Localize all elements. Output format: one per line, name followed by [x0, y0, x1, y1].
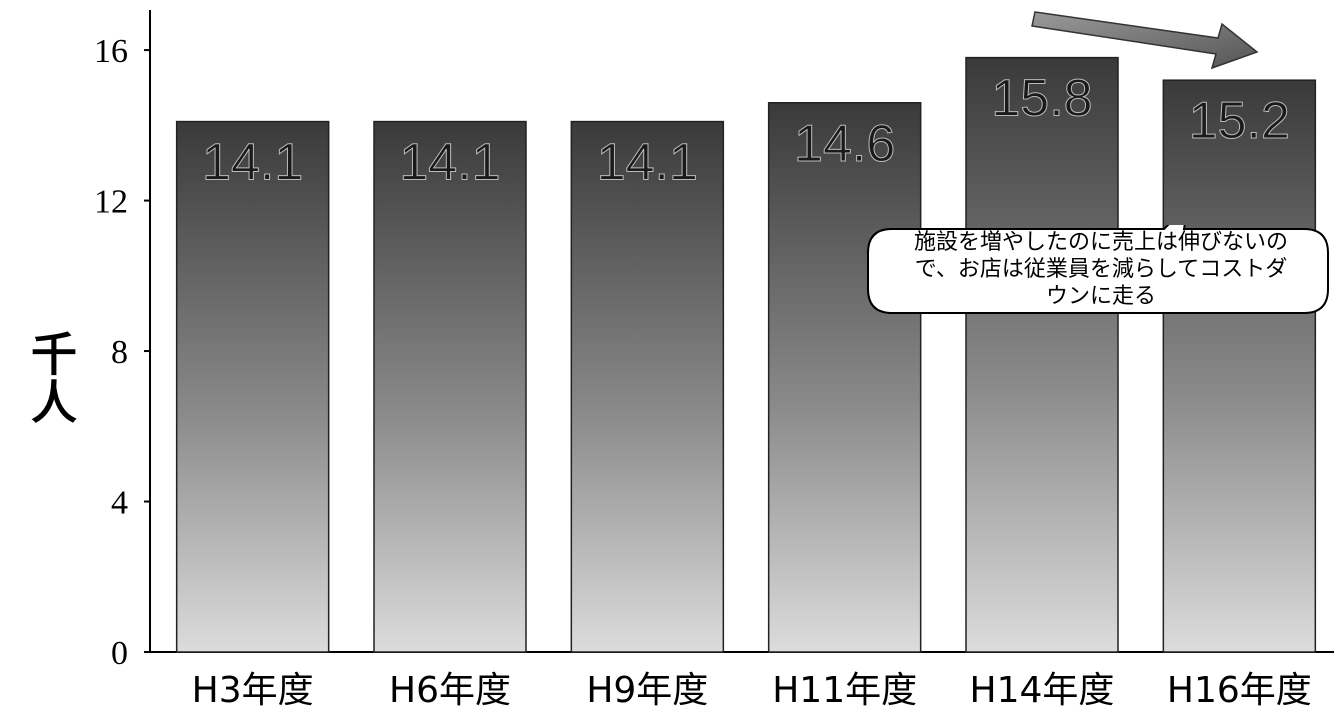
annotation-line-1: 施設を増やしたのに売上は伸びないの — [913, 230, 1288, 255]
data-label: 14.1 — [202, 134, 303, 192]
x-tick-label: H16年度 — [1167, 670, 1312, 711]
x-tick-labels: H3年度 H6年度 H9年度 H11年度 H14年度 H16年度 — [192, 670, 1312, 711]
data-labels: 14.1 14.1 14.1 14.6 15.8 15.2 — [202, 69, 1291, 192]
bar — [767, 102, 922, 653]
y-axis-label: 千人 — [24, 330, 78, 426]
y-tick-label: 16 — [94, 33, 128, 70]
annotation-text: 施設を増やしたのに売上は伸びないの で、お店は従業員を減らしてコストダ ウンに走… — [878, 229, 1324, 310]
x-tick-label: H14年度 — [970, 670, 1115, 711]
annotation-callout — [867, 225, 1329, 314]
annotation-line-2: で、お店は従業員を減らしてコストダ — [914, 257, 1288, 282]
x-tick-label: H6年度 — [389, 670, 511, 711]
y-tick-label: 0 — [111, 635, 128, 672]
bar — [1162, 79, 1317, 653]
data-label: 14.1 — [399, 134, 500, 192]
data-label: 15.8 — [991, 70, 1092, 128]
bars — [175, 56, 1317, 653]
y-tick-label: 12 — [94, 184, 128, 221]
data-label: 14.6 — [794, 115, 895, 173]
x-tick-label: H11年度 — [772, 670, 917, 711]
x-tick-label: H9年度 — [586, 670, 708, 711]
y-tick-label: 8 — [111, 334, 128, 371]
bar — [965, 56, 1119, 653]
trend-arrow — [1031, 11, 1259, 70]
annotation-line-3: ウンに走る — [1045, 284, 1156, 309]
bar — [570, 120, 725, 653]
data-label: 15.2 — [1189, 92, 1290, 150]
bar — [373, 120, 527, 653]
bar — [175, 120, 330, 653]
data-label: 14.1 — [597, 134, 698, 192]
y-tick-label: 4 — [111, 485, 128, 522]
axes: 0 4 8 12 16 — [94, 10, 1334, 672]
trend-arrow-icon — [1031, 11, 1259, 70]
x-tick-label: H3年度 — [192, 670, 314, 711]
